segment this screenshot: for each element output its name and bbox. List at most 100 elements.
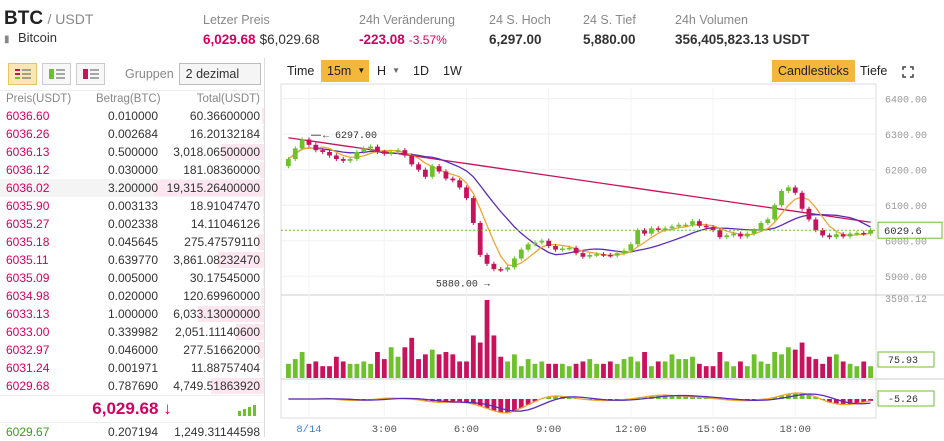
volume-bar xyxy=(313,361,318,378)
groups-select[interactable]: 2 dezimal xyxy=(179,63,261,85)
ask-total: 3,018.06500000 xyxy=(158,145,260,161)
interval-h-button[interactable]: H▼ xyxy=(371,60,404,82)
candle-up xyxy=(539,239,544,245)
candle-up xyxy=(505,265,510,272)
volume-label: 24h Volumen xyxy=(675,13,809,27)
candle-body xyxy=(587,255,592,257)
volume-bar xyxy=(827,357,832,378)
candle-body xyxy=(848,234,853,237)
stat-24h-high: 24 S. Hoch 6,297.00 xyxy=(489,13,551,49)
ask-amount: 0.787690 xyxy=(96,379,158,395)
view-bids-button[interactable] xyxy=(42,63,71,85)
candle-down xyxy=(697,219,702,228)
candle-body xyxy=(601,254,606,256)
stat-24h-low: 24 S. Tief 5,880.00 xyxy=(583,13,636,49)
interval-1w-button[interactable]: 1W xyxy=(437,60,468,82)
volume-bar xyxy=(307,364,312,378)
candle-body xyxy=(807,209,812,220)
volume-bar xyxy=(800,343,805,378)
candle-down xyxy=(601,252,606,257)
ask-total: 19,315.26400000 xyxy=(158,181,260,197)
fullscreen-button[interactable] xyxy=(896,60,920,82)
candle-body xyxy=(635,230,640,244)
candle-body xyxy=(320,150,325,152)
change-label: 24h Veränderung xyxy=(359,13,455,27)
ask-total: 18.91047470 xyxy=(158,199,260,215)
candle-body xyxy=(382,152,387,154)
volume-bar xyxy=(690,357,695,378)
volume-bar xyxy=(464,361,469,378)
depth-button[interactable]: Tiefe xyxy=(854,60,893,82)
interval-1d-button[interactable]: 1D xyxy=(407,60,435,82)
view-all-button[interactable] xyxy=(8,63,37,85)
ask-price: 6032.97 xyxy=(6,343,96,359)
candle-down xyxy=(800,191,805,211)
candle-body xyxy=(300,140,305,149)
low-marker-label: 5880.00 → xyxy=(436,279,490,290)
volume-bar xyxy=(663,361,668,378)
ask-price: 6029.68 xyxy=(6,379,96,395)
x-tick-label: 12:00 xyxy=(615,424,647,436)
candle-down xyxy=(341,157,346,163)
candle-body xyxy=(355,152,360,159)
candle-up xyxy=(355,150,360,161)
volume-bar xyxy=(300,352,305,378)
y-tick-label: 6300.00 xyxy=(885,131,927,142)
volume-bar xyxy=(553,364,558,378)
volume-bar xyxy=(320,366,325,378)
volume-bar xyxy=(820,364,825,378)
order-book-header: Preis(USDT) Betrag(BTC) Total(USDT) xyxy=(0,91,264,107)
ask-total: 277.51662000 xyxy=(158,343,260,359)
candle-body xyxy=(498,269,503,271)
volume-bar xyxy=(293,359,298,378)
volume-bar xyxy=(594,364,599,378)
orderbook-all-icon xyxy=(14,68,32,80)
depth-bar xyxy=(260,162,264,178)
volume-axis-label: 3590.12 xyxy=(885,295,927,306)
volume-bar xyxy=(772,352,777,378)
volume-bar xyxy=(389,347,394,378)
candle-body xyxy=(731,234,736,236)
time-button[interactable]: Time xyxy=(281,60,320,82)
candle-up xyxy=(772,203,777,221)
volume-bar xyxy=(779,354,784,378)
quote-currency[interactable]: / USDT xyxy=(48,11,94,27)
ask-total: 181.08360000 xyxy=(158,163,260,179)
candle-body xyxy=(628,244,633,250)
ask-price: 6035.11 xyxy=(6,253,96,269)
candle-down xyxy=(478,221,483,257)
volume-bar xyxy=(396,357,401,378)
view-asks-button[interactable] xyxy=(76,63,105,85)
interval-15m-button[interactable]: 15m▼ xyxy=(321,60,369,82)
candlesticks-button[interactable]: Candlesticks xyxy=(772,60,855,82)
volume-bar xyxy=(539,361,544,378)
volume-bar xyxy=(430,350,435,378)
volume-bar xyxy=(848,364,853,378)
volume-bar xyxy=(423,354,428,378)
candle-body xyxy=(690,221,695,225)
candle-body xyxy=(437,166,442,171)
candlestick-plot[interactable]: 6400.006300.006200.006100.006000.005900.… xyxy=(278,82,944,437)
ask-amount: 0.002684 xyxy=(96,127,158,143)
volume-bar xyxy=(765,364,770,378)
x-tick-label: 18:00 xyxy=(779,424,811,436)
coin-info[interactable]: ▮Bitcoin xyxy=(4,30,57,45)
x-tick-label: 8/14 xyxy=(296,424,321,436)
